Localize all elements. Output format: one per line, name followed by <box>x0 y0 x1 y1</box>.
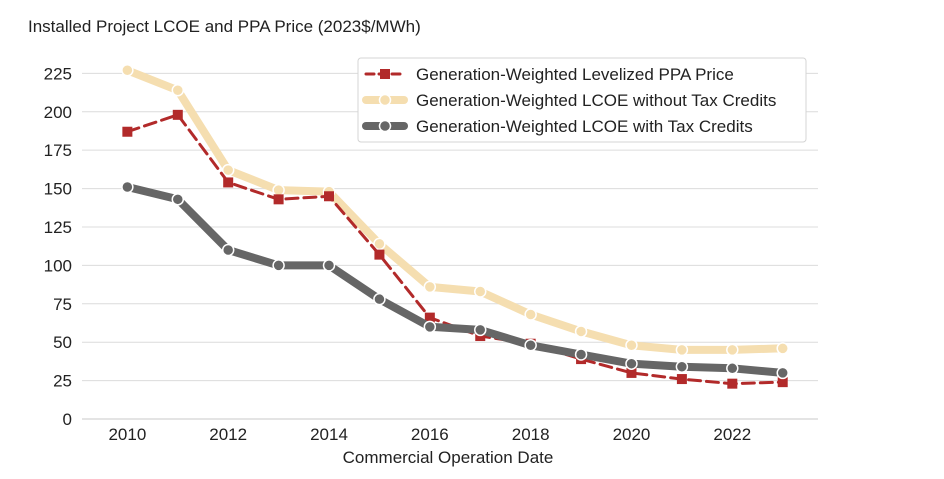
series-line <box>123 66 787 354</box>
data-point-square <box>777 377 788 388</box>
x-tick-label: 2016 <box>411 425 449 444</box>
series-line <box>123 183 787 377</box>
legend-box <box>357 57 807 143</box>
legend-swatch-marker <box>380 69 390 79</box>
data-point-circle <box>221 243 235 257</box>
data-point-square <box>626 367 637 378</box>
data-point-circle <box>776 366 789 380</box>
data-point-circle <box>726 362 739 375</box>
series-lcoe-without-tax-credits <box>121 64 789 357</box>
y-tick-label: 0 <box>63 410 72 429</box>
data-point-circle <box>373 237 386 251</box>
legend: Generation-Weighted Levelized PPA Price G… <box>357 57 807 143</box>
data-point-circle <box>171 193 185 206</box>
legend-label: Generation-Weighted Levelized PPA Price <box>416 65 734 84</box>
data-point-circle <box>675 343 689 357</box>
data-point-circle <box>221 163 235 177</box>
x-tick-label: 2018 <box>512 425 550 444</box>
chart-title: Installed Project LCOE and PPA Price (20… <box>28 17 421 36</box>
data-point-circle <box>272 183 285 197</box>
x-tick-label: 2014 <box>310 425 348 444</box>
x-axis-label: Commercial Operation Date <box>343 448 554 467</box>
series-lcoe-with-tax-credits <box>121 180 789 380</box>
data-point-circle <box>272 259 285 272</box>
data-point-square <box>424 312 435 323</box>
y-tick-label: 100 <box>44 256 72 275</box>
data-point-circle <box>625 357 638 370</box>
data-point-square <box>324 191 335 202</box>
data-point-circle <box>473 323 487 337</box>
data-point-square <box>273 194 284 205</box>
legend-entry: Generation-Weighted LCOE with Tax Credit… <box>362 117 753 136</box>
data-point-circle <box>423 280 437 294</box>
legend-swatch-marker <box>378 93 392 107</box>
axes: 0 25 50 75 100 125 150 175 200 225 2010 2012 2014 201… <box>44 64 818 444</box>
legend-label: Generation-Weighted LCOE without Tax Cre… <box>416 91 776 110</box>
data-point-circle <box>473 285 487 298</box>
y-tick-label: 225 <box>44 64 72 83</box>
series-layer <box>121 64 789 389</box>
legend-swatch-marker <box>378 119 392 133</box>
data-point-circle <box>171 84 185 97</box>
data-point-square <box>172 109 183 120</box>
data-point-circle <box>524 339 537 352</box>
data-point-circle <box>574 325 588 338</box>
data-point-square <box>223 177 234 188</box>
data-point-square <box>676 374 687 385</box>
y-tick-label: 175 <box>44 141 72 160</box>
data-point-circle <box>574 348 588 361</box>
x-tick-label: 2012 <box>209 425 247 444</box>
data-point-circle <box>726 343 739 357</box>
data-point-circle <box>121 64 134 77</box>
y-tick-label: 200 <box>44 103 72 122</box>
legend-label: Generation-Weighted LCOE with Tax Credit… <box>416 117 753 136</box>
y-tick-label: 150 <box>44 180 72 199</box>
y-tick-label: 75 <box>53 295 72 314</box>
data-point-square <box>727 378 738 389</box>
data-point-circle <box>423 320 437 334</box>
data-point-circle <box>776 342 789 355</box>
y-tick-label: 125 <box>44 218 72 237</box>
data-point-circle <box>625 339 638 352</box>
x-tick-label: 2022 <box>713 425 751 444</box>
legend-entry: Generation-Weighted LCOE without Tax Cre… <box>362 91 776 110</box>
x-tick-label: 2020 <box>613 425 651 444</box>
y-tick-label: 25 <box>53 372 72 391</box>
data-point-circle <box>524 308 537 321</box>
legend-entry: Generation-Weighted Levelized PPA Price <box>364 65 734 84</box>
data-point-square <box>374 249 385 260</box>
data-point-circle <box>373 292 386 306</box>
data-point-circle <box>121 180 134 194</box>
data-point-circle <box>322 259 336 272</box>
data-point-square <box>122 126 133 137</box>
data-point-circle <box>675 360 689 374</box>
y-tick-label: 50 <box>53 333 72 352</box>
x-tick-label: 2010 <box>108 425 146 444</box>
